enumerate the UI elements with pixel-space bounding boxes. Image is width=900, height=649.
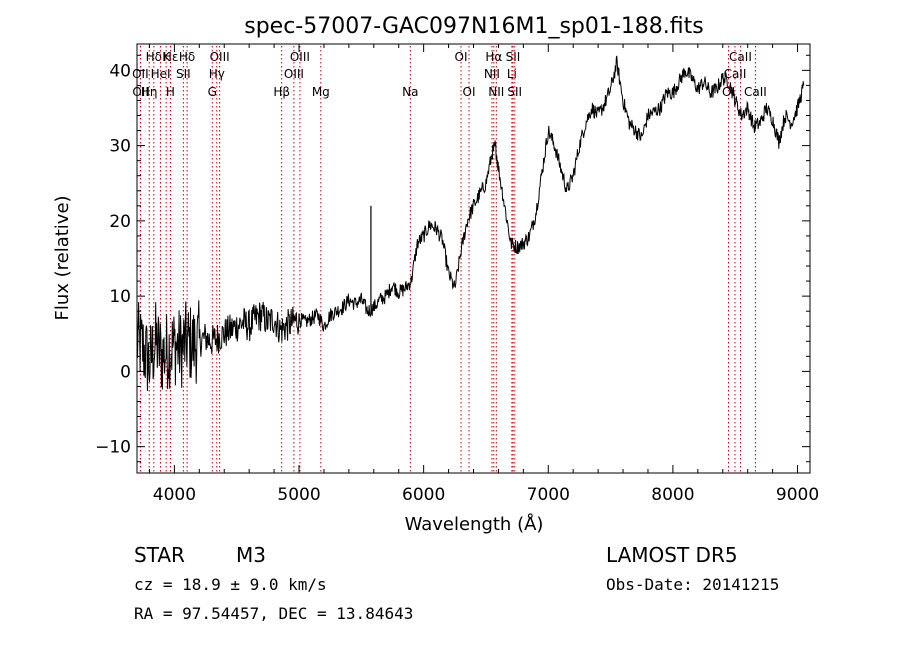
y-tick-label-5: 40 (109, 61, 131, 81)
plot-frame (136, 43, 811, 474)
line-label-3: Hδ (179, 50, 195, 64)
line-label-8: SII (506, 50, 521, 64)
line-label-19: Hη (141, 85, 158, 99)
line-label-22: Hβ (273, 85, 290, 99)
line-label-17: CaII (724, 67, 747, 81)
line-label-15: NII (484, 67, 500, 81)
chart-title: spec-57007-GAC097N16M1_sp01-188.fits (244, 14, 704, 39)
line-label-9: CaII (729, 50, 752, 64)
line-label-13: Hγ (209, 67, 225, 81)
x-tick-label-4: 8000 (651, 485, 694, 505)
observation-date: Obs-Date: 20141215 (606, 575, 779, 594)
object-type: STAR (134, 543, 185, 567)
x-tick-label-0: 4000 (153, 485, 196, 505)
x-tick-label-1: 5000 (277, 485, 320, 505)
line-label-25: OI (463, 85, 476, 99)
line-label-27: SII (507, 85, 522, 99)
y-tick-label-1: 0 (120, 362, 131, 382)
line-label-11: HeI (151, 67, 171, 81)
flux-series (136, 55, 805, 392)
y-tick-label-2: 10 (109, 287, 131, 307)
line-label-21: G (208, 85, 217, 99)
object-subclass: M3 (236, 543, 266, 567)
line-label-26: NII (488, 85, 504, 99)
line-label-20: H (166, 85, 175, 99)
coordinates: RA = 97.54457, DEC = 13.84643 (134, 604, 413, 623)
series-line-0 (136, 55, 805, 392)
line-label-16: Li (507, 67, 517, 81)
line-label-18: OII (132, 85, 149, 99)
x-tick-label-5: 9000 (776, 485, 819, 505)
x-tick-label-2: 6000 (402, 485, 445, 505)
line-label-12: SII (176, 67, 191, 81)
line-label-23: Mg (312, 85, 330, 99)
y-axis-label: Flux (relative) (52, 195, 73, 320)
line-label-0: Hδ (146, 50, 162, 64)
line-label-2: Hε (163, 50, 179, 64)
line-label-24: Na (402, 85, 418, 99)
survey-name: LAMOST DR5 (606, 543, 738, 567)
line-label-1: K (162, 50, 171, 64)
x-tick-label-3: 7000 (527, 485, 570, 505)
axes: 4000 5000 6000 7000 8000 9000 −10 0 10 20 30 40 (95, 44, 819, 505)
y-tick-label-0: −10 (95, 438, 131, 458)
line-label-29: CaII (744, 85, 767, 99)
line-label-14: OIII (284, 67, 304, 81)
line-label-6: OI (455, 50, 468, 64)
x-axis-label: Wavelength (Å) (405, 513, 544, 535)
line-label-5: OIII (290, 50, 310, 64)
line-label-4: OIII (210, 50, 230, 64)
y-tick-label-4: 30 (109, 137, 131, 157)
redshift-velocity: cz = 18.9 ± 9.0 km/s (134, 575, 327, 594)
line-label-28: OI (722, 85, 735, 99)
y-tick-label-3: 20 (109, 212, 131, 232)
line-label-7: Hα (485, 50, 502, 64)
